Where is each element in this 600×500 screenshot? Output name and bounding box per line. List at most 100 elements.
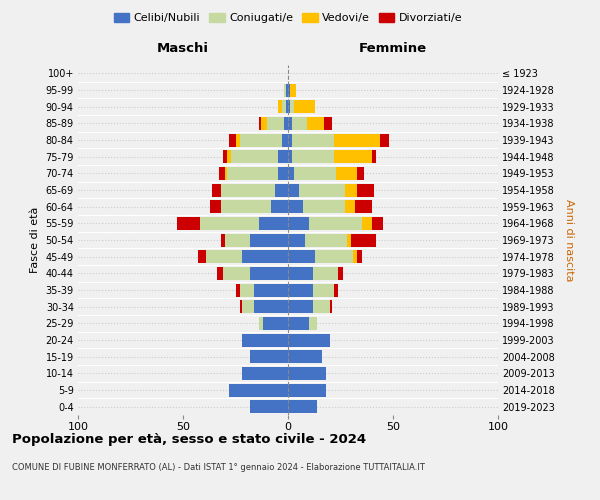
Bar — [223, 150, 227, 163]
Bar — [295, 167, 337, 180]
Bar — [277, 150, 288, 163]
Bar — [288, 184, 299, 196]
Bar — [316, 250, 353, 263]
Bar — [240, 284, 254, 296]
Bar — [288, 117, 292, 130]
Bar — [263, 317, 288, 330]
Bar — [286, 84, 288, 96]
Bar — [217, 267, 223, 280]
Bar — [235, 134, 240, 146]
Bar — [288, 267, 313, 280]
Bar — [358, 250, 361, 263]
Bar — [225, 234, 250, 246]
Bar — [334, 150, 372, 163]
Bar — [290, 84, 296, 96]
Bar — [313, 300, 330, 313]
Bar — [292, 134, 334, 146]
Bar — [218, 167, 225, 180]
Bar — [284, 84, 286, 96]
Bar — [242, 250, 288, 263]
Bar — [250, 350, 288, 363]
Bar — [288, 400, 317, 413]
Bar — [286, 100, 288, 113]
Bar — [358, 184, 374, 196]
Bar — [295, 100, 316, 113]
Y-axis label: Fasce di età: Fasce di età — [30, 207, 40, 273]
Bar — [225, 167, 227, 180]
Bar — [210, 200, 221, 213]
Bar — [250, 234, 288, 246]
Bar — [288, 200, 303, 213]
Bar — [355, 200, 372, 213]
Bar — [353, 250, 358, 263]
Bar — [288, 84, 290, 96]
Bar — [361, 217, 372, 230]
Bar — [324, 117, 332, 130]
Bar — [277, 167, 288, 180]
Bar — [227, 167, 277, 180]
Bar — [337, 167, 358, 180]
Text: COMUNE DI FUBINE MONFERRATO (AL) - Dati ISTAT 1° gennaio 2024 - Elaborazione TUT: COMUNE DI FUBINE MONFERRATO (AL) - Dati … — [12, 462, 425, 471]
Bar — [347, 234, 351, 246]
Bar — [250, 400, 288, 413]
Bar — [288, 284, 313, 296]
Bar — [242, 300, 254, 313]
Bar — [284, 117, 288, 130]
Bar — [200, 217, 259, 230]
Bar — [307, 117, 324, 130]
Bar — [309, 217, 361, 230]
Bar — [358, 167, 364, 180]
Bar — [259, 217, 288, 230]
Bar — [229, 384, 288, 396]
Bar — [288, 217, 309, 230]
Bar — [288, 250, 316, 263]
Bar — [288, 134, 292, 146]
Bar — [292, 150, 334, 163]
Bar — [292, 117, 307, 130]
Bar — [288, 150, 292, 163]
Bar — [235, 284, 240, 296]
Bar — [305, 234, 347, 246]
Bar — [260, 117, 267, 130]
Y-axis label: Anni di nascita: Anni di nascita — [565, 198, 574, 281]
Bar — [372, 217, 383, 230]
Bar — [288, 367, 326, 380]
Legend: Celibi/Nubili, Coniugati/e, Vedovi/e, Divorziati/e: Celibi/Nubili, Coniugati/e, Vedovi/e, Di… — [109, 8, 467, 28]
Bar — [271, 200, 288, 213]
Bar — [223, 267, 250, 280]
Bar — [282, 100, 286, 113]
Bar — [254, 300, 288, 313]
Bar — [259, 317, 263, 330]
Bar — [288, 317, 309, 330]
Bar — [313, 267, 338, 280]
Text: Maschi: Maschi — [157, 42, 209, 54]
Bar — [288, 100, 290, 113]
Bar — [242, 334, 288, 346]
Bar — [288, 167, 295, 180]
Text: Popolazione per età, sesso e stato civile - 2024: Popolazione per età, sesso e stato civil… — [12, 432, 366, 446]
Bar — [254, 284, 288, 296]
Bar — [288, 350, 322, 363]
Bar — [206, 250, 242, 263]
Bar — [313, 284, 334, 296]
Bar — [212, 184, 221, 196]
Bar — [197, 250, 206, 263]
Bar — [282, 134, 288, 146]
Bar — [288, 300, 313, 313]
Bar — [380, 134, 389, 146]
Bar — [303, 200, 344, 213]
Bar — [242, 367, 288, 380]
Bar — [227, 150, 232, 163]
Bar — [330, 300, 332, 313]
Bar — [221, 184, 275, 196]
Bar — [334, 134, 380, 146]
Bar — [221, 234, 225, 246]
Bar — [259, 117, 260, 130]
Bar — [277, 100, 282, 113]
Bar — [309, 317, 317, 330]
Bar — [288, 334, 330, 346]
Bar — [299, 184, 344, 196]
Bar — [288, 234, 305, 246]
Bar — [372, 150, 376, 163]
Bar — [240, 300, 242, 313]
